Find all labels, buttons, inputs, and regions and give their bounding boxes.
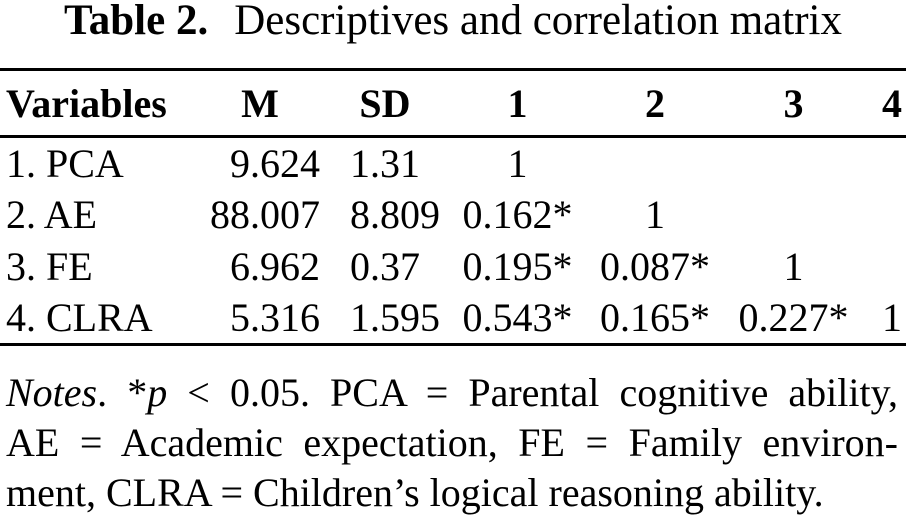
- table-cell: 1.31: [350, 140, 420, 186]
- table-cell: 6.962: [230, 244, 320, 289]
- table-cell: [725, 189, 862, 241]
- table-cell: [585, 137, 725, 189]
- table-cell: 0.227*: [738, 295, 849, 341]
- notes-sep: . *: [97, 370, 148, 415]
- table-cell: 0.37: [350, 244, 420, 289]
- notes-line-1: Notes. *p < 0.05. PCA = Parental cogniti…: [6, 368, 898, 418]
- table-row-clra: 4. CLRA 5.316 1.595 0.543* 0.165* 0.227*…: [0, 293, 906, 345]
- table-cell: 88.007: [210, 192, 320, 237]
- column-header-sd: SD: [359, 80, 411, 126]
- column-header-4: 4: [882, 80, 902, 126]
- correlation-table: Variables M SD 1 2 3 4 1. PCA 9.624 1.31…: [0, 68, 906, 346]
- table-row-fe: 3. FE 6.962 0.37 0.195* 0.087* 1: [0, 241, 906, 293]
- table-cell: 2. AE: [6, 192, 98, 237]
- table-row-pca: 1. PCA 9.624 1.31 1: [0, 137, 906, 189]
- table-cell: 1. PCA: [6, 140, 124, 186]
- notes-line-2: AE = Academic expectation, FE = Family e…: [6, 420, 898, 465]
- table-cell: 0.543*: [462, 295, 573, 341]
- table-cell: [725, 137, 862, 189]
- p-symbol: p: [147, 370, 168, 415]
- table-cell: 9.624: [230, 140, 320, 186]
- notes-line-1-rest: < 0.05. PCA = Parental cognitive ability…: [167, 370, 899, 415]
- column-header-1: 1: [507, 80, 528, 126]
- table-notes: Notes. *p < 0.05. PCA = Parental cogniti…: [6, 368, 898, 518]
- table-cell: 0.165*: [600, 295, 710, 341]
- table-caption: Table 2. Descriptives and correlation mat…: [0, 0, 906, 42]
- table-cell: 4. CLRA: [6, 295, 153, 341]
- table-cell: 0.162*: [462, 192, 573, 237]
- table-number-label: Table 2.: [64, 0, 209, 44]
- table-cell: [862, 241, 906, 293]
- column-header-2: 2: [645, 80, 665, 126]
- table-cell: 1: [507, 140, 528, 186]
- column-header-mean: M: [241, 80, 279, 126]
- table-cell: [862, 137, 906, 189]
- table-cell: 1.595: [350, 295, 440, 341]
- table-row-ae: 2. AE 88.007 8.809 0.162* 1: [0, 189, 906, 241]
- table-cell: 1: [645, 192, 665, 237]
- table-cell: 3. FE: [6, 244, 93, 289]
- table-cell: 1: [882, 295, 902, 341]
- table-cell: 8.809: [350, 192, 440, 237]
- caption-text: Descriptives and correlation matrix: [234, 0, 842, 44]
- header-row: Variables M SD 1 2 3 4: [0, 70, 906, 137]
- notes-label: Notes: [6, 370, 98, 415]
- column-header-variables: Variables: [6, 80, 167, 126]
- notes-line-3: ment, CLRA = Children’s logical reasonin…: [6, 470, 824, 515]
- table-cell: 1: [783, 244, 804, 289]
- table-cell: 5.316: [230, 295, 320, 341]
- table-cell: 0.087*: [600, 244, 710, 289]
- column-header-3: 3: [783, 80, 804, 126]
- table-cell: [862, 189, 906, 241]
- table-cell: 0.195*: [462, 244, 573, 289]
